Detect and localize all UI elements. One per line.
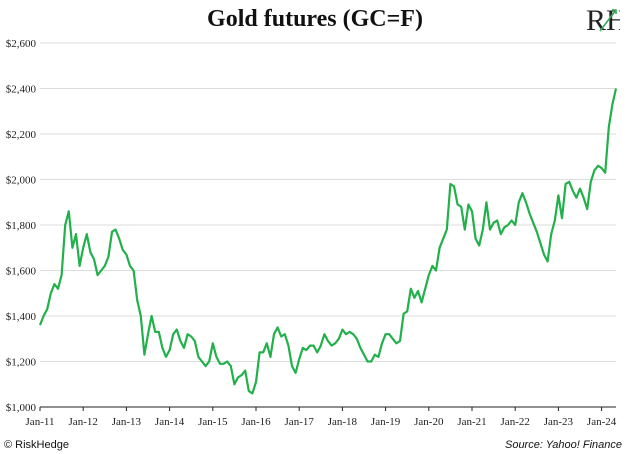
y-tick-label: $2,600: [6, 38, 37, 50]
chart-title: Gold futures (GC=F): [207, 6, 423, 32]
x-tick-label: Jan-15: [198, 416, 228, 428]
y-tick-label: $1,600: [6, 266, 37, 278]
x-tick-label: Jan-20: [414, 416, 444, 428]
gridlines: [40, 42, 616, 362]
riskhedge-logo: RH: [586, 4, 620, 34]
x-tick-label: Jan-12: [69, 416, 98, 428]
y-tick-label: $1,000: [6, 402, 37, 414]
x-tick-label: Jan-13: [112, 416, 142, 428]
y-tick-label: $1,800: [6, 220, 37, 232]
y-tick-label: $2,400: [6, 84, 37, 96]
x-tick-label: Jan-19: [371, 416, 401, 428]
x-tick-label: Jan-18: [328, 416, 358, 428]
x-tick-label: Jan-14: [155, 416, 185, 428]
x-tick-label: Jan-16: [241, 416, 271, 428]
x-tick-label: Jan-21: [457, 416, 486, 428]
x-tick-label: Jan-17: [285, 416, 315, 428]
y-tick-label: $2,000: [6, 175, 37, 187]
y-tick-label: $1,400: [6, 311, 37, 323]
y-tick-label: $2,200: [6, 129, 37, 141]
x-axis: [39, 406, 616, 411]
x-axis-tick-labels: Jan-11 Jan-12 Jan-13 Jan-14 Jan-15 Jan-16 Jan-…: [26, 416, 617, 428]
y-axis-tick-labels: $1,000 $1,200 $1,400 $1,600 $1,800 $2,000 $2,2…: [6, 38, 37, 414]
x-tick-label: Jan-11: [26, 416, 55, 428]
y-tick-label: $1,200: [6, 357, 37, 369]
x-tick-label: Jan-24: [587, 416, 617, 428]
source-text: Source: Yahoo! Finance: [504, 439, 622, 451]
copyright-text: © RiskHedge: [4, 439, 69, 451]
svg-text:RH: RH: [586, 4, 620, 34]
gold-price-line: [38, 88, 618, 395]
x-tick-label: Jan-23: [544, 416, 574, 428]
x-tick-label: Jan-22: [501, 416, 530, 428]
